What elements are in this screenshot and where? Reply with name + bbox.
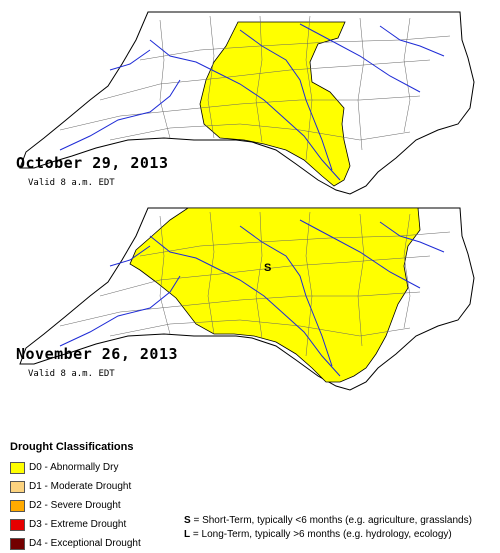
legend-item-d2: D2 - Severe Drought [10,496,141,515]
rivers [59,23,445,181]
swatch-d1 [10,480,25,493]
note-key-long: L [184,529,191,540]
date-title-october: October 29, 2013 [16,154,169,172]
swatch-d4 [10,537,25,550]
note-long-term: L = Long-Term, typically >6 months (e.g.… [184,529,472,543]
nc-map-november [19,207,475,391]
swatch-d2 [10,499,25,512]
legend-item-d3: D3 - Extreme Drought [10,515,141,534]
valid-time-november: Valid 8 a.m. EDT [28,369,115,379]
rivers [59,219,445,377]
impact-notes: S = Short-Term, typically <6 months (e.g… [184,515,472,543]
note-key-short: S [184,515,191,526]
legend-label-d0: D0 - Abnormally Dry [29,462,119,473]
note-text-long: = Long-Term, typically >6 months (e.g. h… [190,529,452,540]
nc-map-october [19,11,475,195]
short-term-region-label: S [264,262,272,274]
legend-label-d3: D3 - Extreme Drought [29,519,127,530]
legend-label-d1: D1 - Moderate Drought [29,481,132,492]
legend-item-d0: D0 - Abnormally Dry [10,458,141,477]
legend-item-d1: D1 - Moderate Drought [10,477,141,496]
legend: D0 - Abnormally Dry D1 - Moderate Drough… [10,458,141,553]
date-title-november: November 26, 2013 [16,345,179,363]
swatch-d3 [10,518,25,531]
county-lines [59,211,451,357]
legend-label-d2: D2 - Severe Drought [29,500,121,511]
legend-item-d4: D4 - Exceptional Drought [10,534,141,553]
valid-time-october: Valid 8 a.m. EDT [28,178,115,188]
note-short-term: S = Short-Term, typically <6 months (e.g… [184,515,472,529]
legend-label-d4: D4 - Exceptional Drought [29,538,141,549]
swatch-d0 [10,461,25,474]
county-lines [59,15,451,161]
legend-title: Drought Classifications [10,441,134,453]
d0-area-oct [199,21,351,187]
note-text-short: = Short-Term, typically <6 months (e.g. … [190,515,472,526]
